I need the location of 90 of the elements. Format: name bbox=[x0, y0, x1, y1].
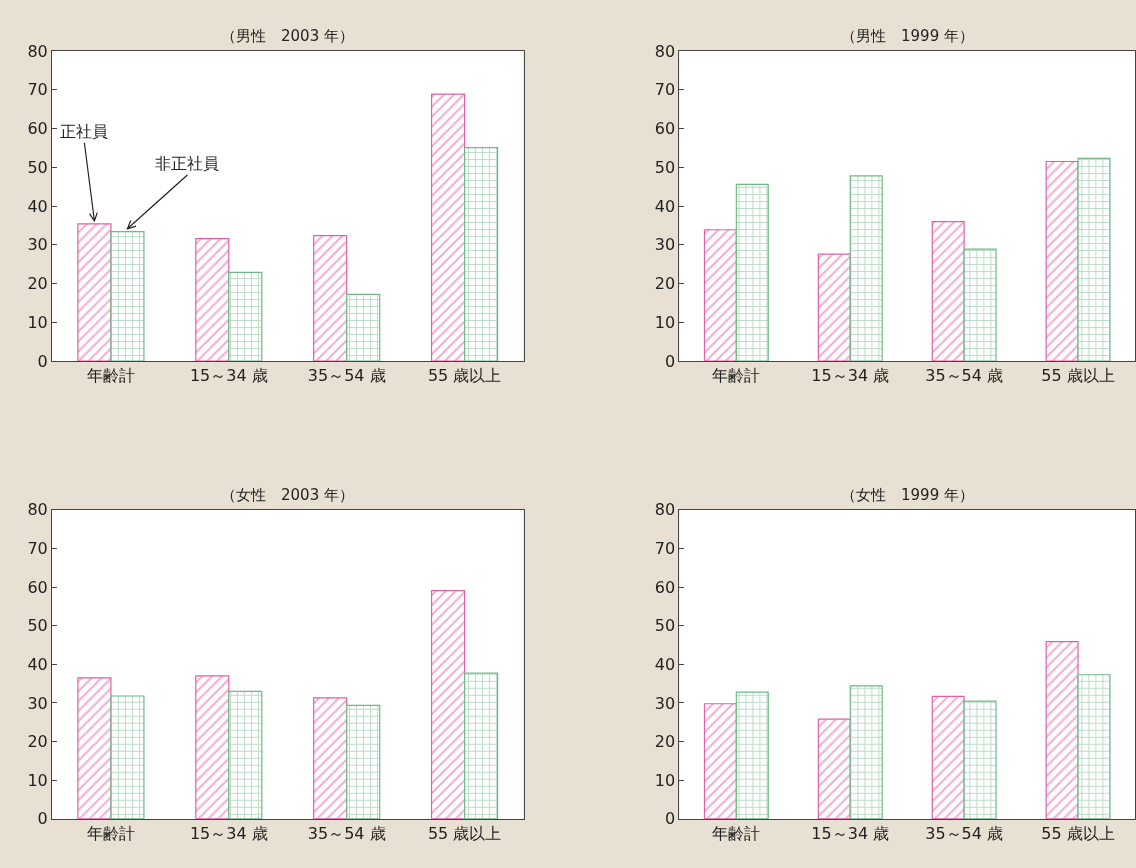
y-tick-label: 60 bbox=[654, 119, 676, 139]
chart-title: （女性 1999 年） bbox=[841, 486, 974, 504]
bar bbox=[346, 293, 381, 362]
bar bbox=[313, 234, 348, 362]
y-tick-label: 0 bbox=[37, 809, 48, 829]
y-tick-label: 30 bbox=[27, 235, 48, 255]
bar bbox=[110, 695, 145, 819]
chart-title: （男性 2003 年） bbox=[221, 27, 354, 45]
y-tick-label: 70 bbox=[27, 80, 48, 100]
y-tick-label: 30 bbox=[654, 693, 676, 713]
y-tick-label: 70 bbox=[27, 539, 48, 559]
bar bbox=[77, 223, 112, 362]
bar bbox=[1077, 674, 1111, 819]
y-tick-label: 40 bbox=[654, 654, 676, 674]
bar bbox=[195, 675, 230, 819]
x-tick-label: 35～54 歳 bbox=[307, 824, 386, 844]
y-tick-label: 40 bbox=[654, 196, 676, 216]
y-tick-label: 50 bbox=[654, 616, 676, 636]
y-tick-label: 0 bbox=[665, 809, 676, 829]
x-tick-label: 35～54 歳 bbox=[925, 366, 1004, 386]
bar bbox=[1077, 157, 1111, 362]
y-tick-label: 30 bbox=[27, 693, 48, 713]
bar bbox=[963, 248, 997, 362]
y-tick-label: 0 bbox=[665, 351, 676, 371]
bar bbox=[849, 685, 883, 819]
bar bbox=[110, 231, 145, 362]
y-tick-label: 70 bbox=[654, 539, 676, 559]
bar bbox=[849, 175, 883, 362]
y-tick-label: 80 bbox=[654, 41, 676, 61]
x-tick-label: 15～34 歳 bbox=[189, 366, 268, 386]
chart-title: （女性 2003 年） bbox=[221, 486, 354, 504]
x-tick-label: 年齢計 bbox=[86, 824, 135, 844]
bar bbox=[195, 238, 230, 362]
y-tick-label: 70 bbox=[654, 80, 676, 100]
y-tick-label: 20 bbox=[27, 274, 48, 294]
bar bbox=[430, 589, 466, 819]
x-tick-label: 55 歳以上 bbox=[427, 366, 502, 386]
bar bbox=[228, 690, 263, 819]
bar bbox=[817, 253, 851, 362]
bar bbox=[346, 704, 381, 819]
bar bbox=[963, 700, 997, 819]
x-tick-label: 55 歳以上 bbox=[427, 824, 502, 844]
x-tick-label: 年齢計 bbox=[712, 366, 761, 386]
bar bbox=[931, 695, 965, 819]
text: 非正社員 bbox=[155, 154, 219, 173]
text: 正社員 bbox=[60, 122, 108, 141]
y-tick-label: 60 bbox=[654, 577, 676, 597]
y-tick-label: 50 bbox=[27, 616, 48, 636]
x-tick-label: 35～54 歳 bbox=[307, 366, 386, 386]
bar bbox=[735, 691, 769, 819]
y-tick-label: 10 bbox=[654, 770, 676, 790]
y-tick-label: 10 bbox=[27, 312, 48, 332]
chart-title: （男性 1999 年） bbox=[841, 27, 974, 45]
y-tick-label: 0 bbox=[37, 351, 48, 371]
bar bbox=[1045, 640, 1079, 819]
y-tick-label: 50 bbox=[27, 157, 48, 177]
y-tick-label: 10 bbox=[654, 312, 676, 332]
y-tick-label: 80 bbox=[654, 500, 676, 520]
x-tick-label: 35～54 歳 bbox=[925, 824, 1004, 844]
bar bbox=[703, 229, 737, 362]
y-tick-label: 80 bbox=[27, 500, 48, 520]
y-tick-label: 60 bbox=[27, 577, 48, 597]
x-tick-label: 15～34 歳 bbox=[811, 366, 890, 386]
bar bbox=[463, 146, 499, 362]
bar bbox=[735, 183, 769, 362]
x-tick-label: 55 歳以上 bbox=[1041, 824, 1115, 844]
bar bbox=[228, 271, 263, 362]
bar bbox=[817, 718, 851, 819]
y-tick-label: 20 bbox=[27, 732, 48, 752]
y-tick-label: 30 bbox=[654, 235, 676, 255]
bar bbox=[430, 93, 466, 362]
x-tick-label: 15～34 歳 bbox=[811, 824, 890, 844]
bar bbox=[463, 672, 499, 819]
y-tick-label: 20 bbox=[654, 274, 676, 294]
y-tick-label: 40 bbox=[27, 654, 48, 674]
y-tick-label: 40 bbox=[27, 196, 48, 216]
y-tick-label: 50 bbox=[654, 157, 676, 177]
bar bbox=[931, 220, 965, 362]
y-tick-label: 80 bbox=[27, 41, 48, 61]
x-tick-label: 年齢計 bbox=[712, 824, 761, 844]
bar bbox=[1045, 160, 1079, 362]
y-tick-label: 60 bbox=[27, 119, 48, 139]
bar bbox=[313, 697, 348, 819]
y-tick-label: 10 bbox=[27, 770, 48, 790]
bar bbox=[77, 677, 112, 819]
x-tick-label: 年齢計 bbox=[86, 366, 135, 386]
y-tick-label: 20 bbox=[654, 732, 676, 752]
x-tick-label: 55 歳以上 bbox=[1041, 366, 1115, 386]
x-tick-label: 15～34 歳 bbox=[189, 824, 268, 844]
bar bbox=[703, 703, 737, 819]
